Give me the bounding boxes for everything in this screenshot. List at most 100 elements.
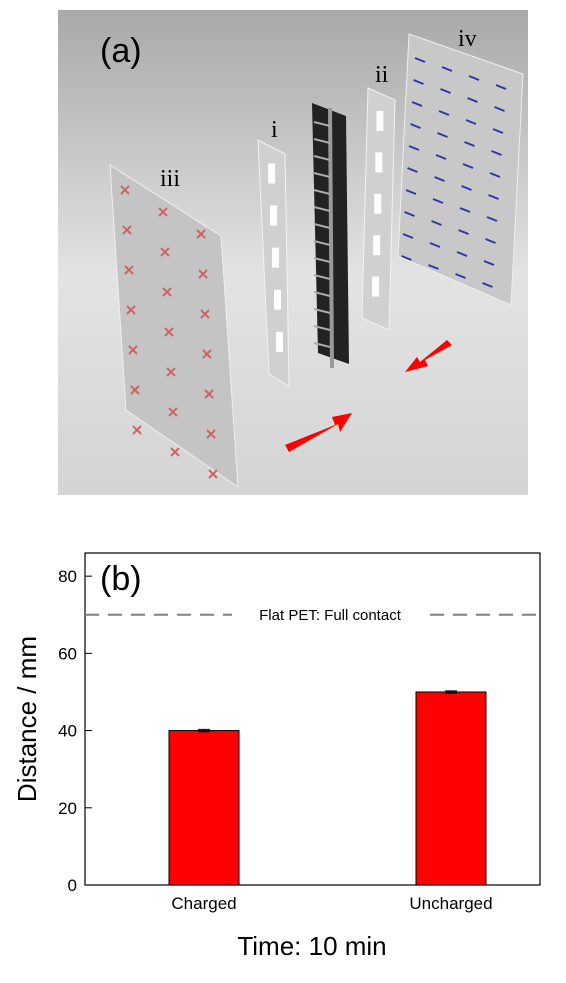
window: [372, 276, 380, 297]
comb-tooth: [313, 206, 331, 212]
y-tick-label: 60: [58, 644, 77, 663]
charge-mark: [162, 287, 172, 297]
charge-mark: [428, 264, 439, 270]
charge-mark: [411, 101, 423, 107]
charge-mark: [435, 154, 447, 160]
charge-mark: [404, 211, 415, 217]
y-tick-label: 80: [58, 567, 77, 586]
comb-tooth: [313, 291, 331, 297]
charge-mark: [414, 57, 426, 63]
sheet-iii: [109, 164, 239, 488]
charge-mark: [402, 233, 414, 239]
charge-mark: [441, 66, 453, 72]
charge-mark: [128, 345, 138, 355]
panel-label: (b): [100, 560, 142, 598]
charge-mark: [461, 185, 472, 191]
charge-mark: [432, 198, 444, 204]
charge-mark: [170, 447, 180, 457]
window: [373, 235, 381, 256]
charge-mark: [164, 327, 174, 337]
charge-mark: [124, 265, 134, 275]
charge-mark: [462, 163, 474, 169]
charge-mark: [132, 425, 142, 435]
charge-mark: [407, 167, 418, 173]
charge-mark: [465, 119, 477, 125]
bar: [168, 730, 240, 886]
arrow: [405, 340, 452, 372]
charge-mark: [456, 251, 468, 257]
comb-tooth: [313, 274, 331, 280]
charge-mark: [166, 367, 176, 377]
sheet-iv: [397, 33, 524, 306]
panel-a-render: (a) iii i ii iv: [58, 10, 528, 495]
comb-tooth: [313, 240, 331, 246]
charge-mark: [196, 229, 206, 239]
window: [276, 331, 284, 352]
x-tick-label: Charged: [171, 894, 236, 913]
comb-tooth: [313, 121, 331, 127]
comb-tooth: [313, 325, 331, 331]
window: [270, 205, 278, 226]
window: [374, 193, 382, 214]
comb-tooth: [313, 342, 331, 348]
error-bar: [445, 690, 457, 694]
y-tick-label: 40: [58, 722, 77, 741]
panel-label: (a): [100, 32, 142, 70]
charge-mark: [459, 207, 471, 213]
charge-mark: [126, 305, 136, 315]
comb-tooth: [313, 257, 331, 263]
window: [274, 289, 282, 310]
charge-mark: [464, 141, 475, 147]
comb-tooth: [313, 155, 331, 161]
comb-tooth: [313, 172, 331, 178]
arrow: [285, 413, 352, 452]
charge-mark: [483, 260, 495, 266]
charge-mark: [130, 385, 140, 395]
sheet-label: iv: [458, 26, 477, 52]
y-tick-label: 0: [68, 876, 77, 895]
plot-frame: [84, 552, 541, 886]
comb-tooth: [313, 138, 331, 144]
charge-mark: [168, 407, 178, 417]
charge-mark: [160, 247, 170, 257]
sheet-label: ii: [375, 62, 389, 88]
sheet-label: iii: [160, 166, 180, 192]
charge-mark: [486, 216, 498, 222]
window: [268, 163, 276, 184]
chart-b: (b) Distance / mm Time: 10 min 0 20 40 60 80…: [12, 552, 541, 961]
charge-mark: [158, 207, 168, 217]
window: [376, 111, 384, 131]
charge-mark: [467, 97, 478, 103]
charge-mark: [431, 220, 442, 226]
reference-label-bg: [232, 604, 428, 625]
charge-mark: [429, 242, 441, 248]
charge-mark: [438, 110, 450, 116]
charge-mark: [437, 132, 448, 138]
charge-mark: [410, 123, 421, 129]
y-axis-label: Distance / mm: [12, 636, 42, 802]
window: [375, 152, 383, 173]
charge-mark: [206, 429, 216, 439]
decorations: [120, 57, 507, 479]
reference-label: Flat PET: Full contact: [259, 607, 402, 624]
charge-mark: [492, 128, 504, 134]
y-tick-label: 20: [58, 799, 77, 818]
charge-mark: [491, 150, 502, 156]
x-axis-label: Time: 10 min: [237, 931, 386, 961]
comb-tooth: [313, 223, 331, 229]
charge-mark: [120, 185, 130, 195]
charge-mark: [434, 176, 445, 182]
charge-mark: [198, 269, 208, 279]
charge-mark: [482, 282, 493, 288]
charge-mark: [440, 88, 451, 94]
window: [272, 247, 280, 268]
charge-mark: [495, 84, 507, 90]
error-bar: [198, 728, 210, 733]
charge-mark: [208, 469, 218, 479]
charge-mark: [413, 79, 424, 85]
charge-mark: [202, 349, 212, 359]
sheet-label: i: [271, 117, 278, 143]
bar: [415, 691, 487, 886]
charge-mark: [200, 309, 210, 319]
